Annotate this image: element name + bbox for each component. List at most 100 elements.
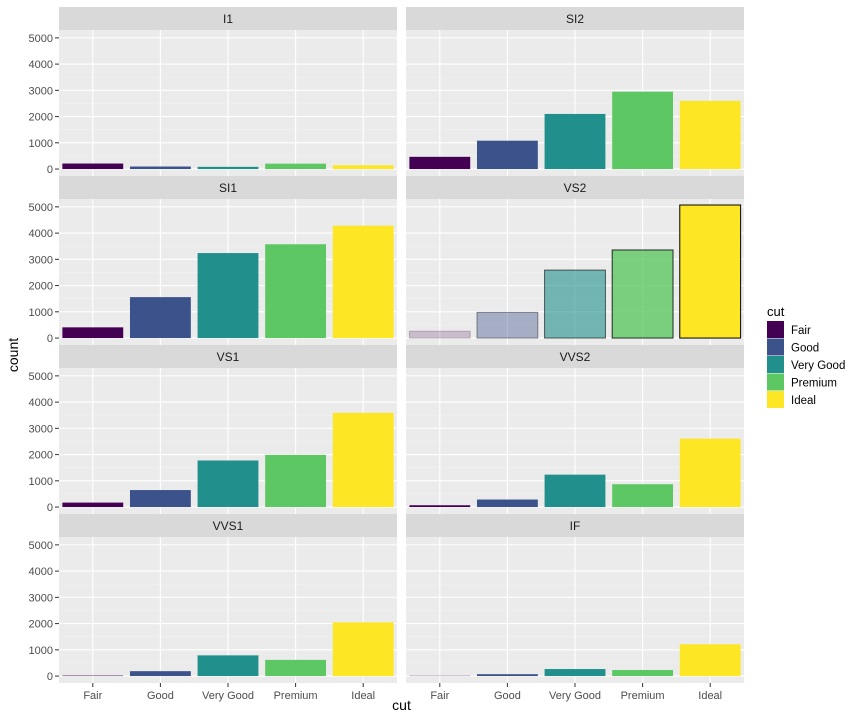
facet-panel-if: IF xyxy=(406,514,744,683)
bar-vvs2-ideal xyxy=(679,438,741,508)
facet-strip-label: VS1 xyxy=(217,350,240,364)
bar-si2-ideal xyxy=(679,100,741,170)
bar-i1-fair xyxy=(62,163,124,170)
facet-strip-label: VVS1 xyxy=(213,519,244,533)
legend-title: cut xyxy=(767,304,785,319)
bar-vs1-ideal xyxy=(332,412,394,508)
bar-vvs1-ideal xyxy=(332,622,394,677)
y-tick-label: 2000 xyxy=(29,619,53,631)
bar-vvs2-fair xyxy=(409,505,471,508)
y-tick-label: 3000 xyxy=(29,254,53,266)
y-tick-label: 3000 xyxy=(29,85,53,97)
facet-panels: I1 0 1000 2000 3000 4000 5000 SI2 SI1 0 1000 2000 30… xyxy=(29,7,744,683)
y-tick-label: 4000 xyxy=(29,397,53,409)
facet-strip xyxy=(406,7,744,30)
y-tick-label: 0 xyxy=(47,502,53,514)
x-tick-label: Good xyxy=(494,690,521,702)
facet-strip-label: IF xyxy=(570,519,581,533)
y-tick-label: 3000 xyxy=(29,423,53,435)
y-tick-label: 5000 xyxy=(29,371,53,383)
y-tick-label: 0 xyxy=(47,164,53,176)
y-tick-label: 2000 xyxy=(29,112,53,124)
bar-vs1-fair xyxy=(62,502,124,508)
bar-i1-ideal xyxy=(332,165,394,170)
facet-strip xyxy=(59,514,397,537)
facet-strip xyxy=(406,345,744,368)
x-tick-label: Very Good xyxy=(202,690,254,702)
y-tick-label: 0 xyxy=(47,333,53,345)
bar-if-good xyxy=(476,674,538,677)
bar-vs1-premium xyxy=(265,454,327,508)
facet-strip xyxy=(406,176,744,199)
facet-strip xyxy=(59,345,397,368)
facet-strip-label: SI1 xyxy=(219,181,237,195)
y-tick-label: 1000 xyxy=(29,307,53,319)
y-tick-label: 2000 xyxy=(29,450,53,462)
y-tick-label: 5000 xyxy=(29,202,53,214)
facet-panel-i1: I1 0 1000 2000 3000 4000 5000 xyxy=(29,7,397,176)
x-axis-title: cut xyxy=(392,697,411,713)
bar-i1-good xyxy=(129,166,191,170)
bar-vvs2-very-good xyxy=(544,474,606,508)
legend-label: Good xyxy=(791,343,819,355)
y-axis-title: count xyxy=(5,338,21,372)
x-tick-label: Very Good xyxy=(549,690,601,702)
facet-strip-label: VS2 xyxy=(564,181,587,195)
bar-vs1-very-good xyxy=(197,460,259,508)
bar-si1-fair xyxy=(62,327,124,339)
facet-strip xyxy=(406,514,744,537)
bar-si2-fair xyxy=(409,156,471,170)
y-tick-label: 0 xyxy=(47,671,53,683)
y-tick-label: 2000 xyxy=(29,281,53,293)
facet-strip-label: VVS2 xyxy=(560,350,591,364)
bar-vvs2-good xyxy=(476,499,538,508)
bar-vs1-good xyxy=(129,490,191,508)
legend-key-good xyxy=(767,338,784,356)
facet-panel-vs1: VS1 0 1000 2000 3000 4000 5000 xyxy=(29,345,397,514)
bar-vs2-fair xyxy=(408,330,471,339)
bar-si2-good xyxy=(476,140,538,170)
legend-label: Very Good xyxy=(791,360,845,372)
legend-label: Ideal xyxy=(791,395,816,407)
y-tick-label: 5000 xyxy=(29,33,53,45)
legend-key-premium xyxy=(767,373,784,391)
bar-vs2-premium xyxy=(611,249,674,339)
bar-si2-premium xyxy=(612,91,674,170)
legend: cut Fair Good Very Good Premium Ideal xyxy=(767,304,845,408)
bar-if-premium xyxy=(612,670,674,677)
facet-strip-label: I1 xyxy=(223,12,233,26)
bar-if-very-good xyxy=(544,669,606,677)
x-tick-label: Fair xyxy=(430,690,449,702)
legend-label: Premium xyxy=(791,378,837,390)
facet-panel-vs2: VS2 xyxy=(406,176,744,345)
y-tick-label: 4000 xyxy=(29,228,53,240)
legend-label: Fair xyxy=(791,325,811,337)
y-tick-label: 3000 xyxy=(29,592,53,604)
legend-key-fair xyxy=(767,321,784,338)
x-tick-label: Fair xyxy=(83,690,102,702)
y-tick-label: 1000 xyxy=(29,138,53,150)
facet-panel-vvs1: VVS1 0 1000 2000 3000 4000 5000 xyxy=(29,514,397,683)
bar-vs2-very-good xyxy=(544,269,606,339)
bar-i1-very-good xyxy=(197,166,259,170)
x-tick-label: Ideal xyxy=(698,690,722,702)
bar-vs2-ideal xyxy=(679,204,742,339)
x-tick-label: Premium xyxy=(274,690,318,702)
facet-panel-si1: SI1 0 1000 2000 3000 4000 5000 xyxy=(29,176,397,345)
x-tick-label: Ideal xyxy=(351,690,375,702)
bar-si1-very-good xyxy=(197,253,259,339)
facet-strip-label: SI2 xyxy=(566,12,584,26)
facet-panel-vvs2: VVS2 xyxy=(406,345,744,514)
y-tick-label: 1000 xyxy=(29,645,53,657)
bar-vvs1-premium xyxy=(265,659,327,677)
bar-vvs1-good xyxy=(129,671,191,677)
bar-si1-ideal xyxy=(332,225,394,339)
legend-key-ideal xyxy=(767,391,784,408)
bar-vs2-good xyxy=(476,311,539,339)
bar-if-ideal xyxy=(679,644,741,677)
y-tick-label: 1000 xyxy=(29,476,53,488)
x-tick-label: Good xyxy=(147,690,174,702)
bar-si2-very-good xyxy=(544,113,606,170)
bar-vvs2-premium xyxy=(612,484,674,508)
